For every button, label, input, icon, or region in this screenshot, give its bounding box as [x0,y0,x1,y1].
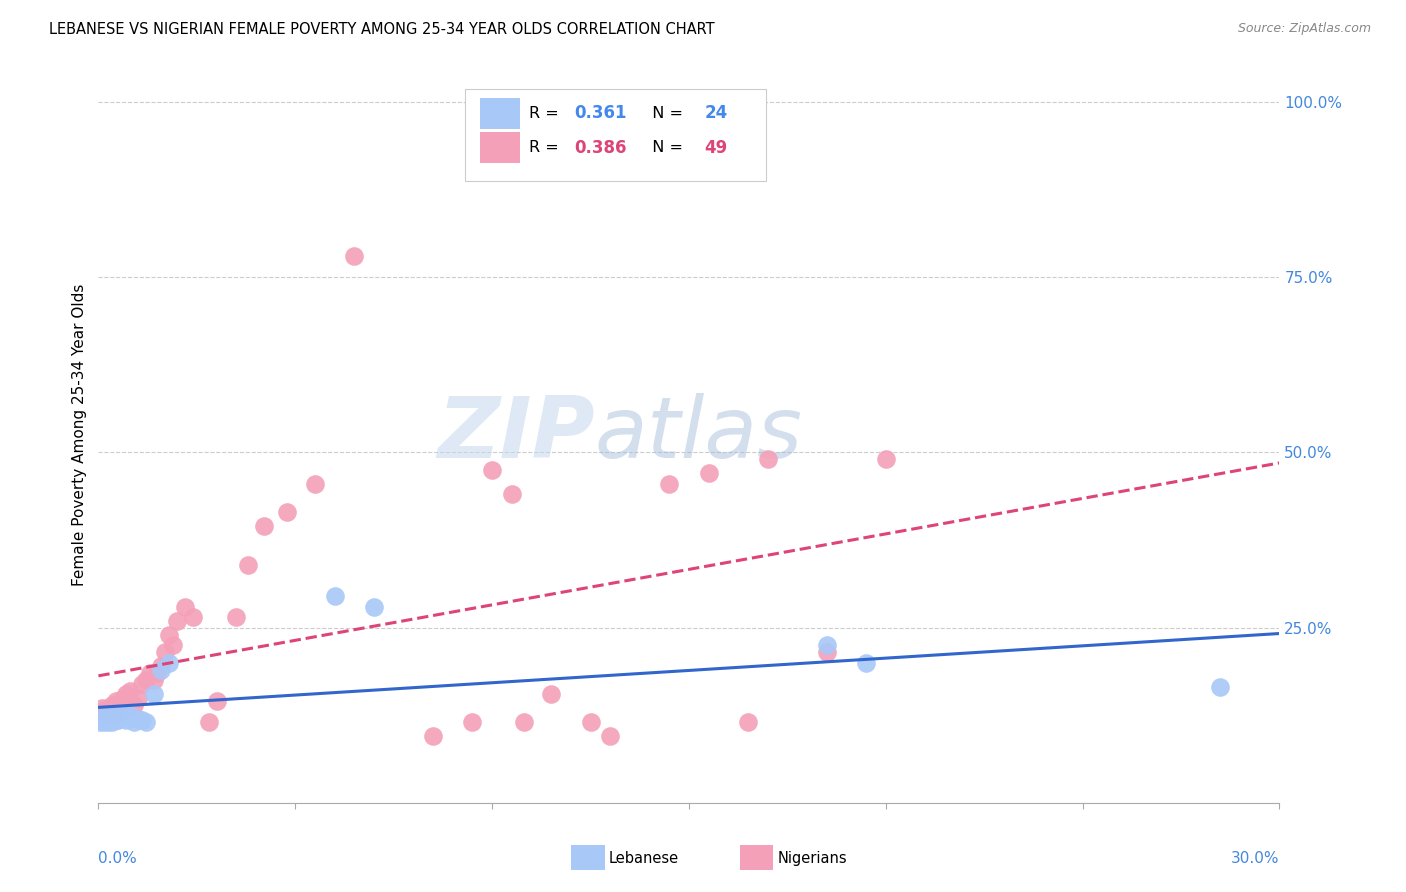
Point [107,713,129,727]
Text: LEBANESE VS NIGERIAN FEMALE POVERTY AMONG 25-34 YEAR OLDS CORRELATION CHART: LEBANESE VS NIGERIAN FEMALE POVERTY AMON… [49,22,714,37]
Text: Lebanese: Lebanese [609,851,679,865]
Point [150,659,173,673]
Point [157,627,180,641]
Point [115,713,138,727]
Point [253,519,276,533]
Point [135,673,157,688]
Text: N =: N = [641,140,688,155]
Point [103,705,125,719]
Text: R =: R = [530,140,564,155]
Point [111,708,134,723]
Text: ZIP: ZIP [437,393,595,476]
Point [150,663,173,677]
Point [855,656,877,670]
Point [97,701,120,715]
FancyBboxPatch shape [479,132,520,163]
Point [197,715,219,730]
Point [162,638,184,652]
Point [501,487,523,501]
Point [512,715,534,730]
Point [101,715,124,730]
Point [815,638,838,652]
Point [205,694,228,708]
FancyBboxPatch shape [464,89,766,181]
Point [118,708,141,723]
Point [107,705,129,719]
Point [122,698,145,712]
Point [105,694,128,708]
Point [127,690,149,705]
Point [363,599,385,614]
Point [131,713,153,727]
Point [540,687,562,701]
Point [146,666,169,681]
Point [98,708,121,723]
Point [599,729,621,743]
Point [276,505,298,519]
Point [1209,680,1232,694]
FancyBboxPatch shape [479,98,520,128]
Point [122,715,145,730]
Text: atlas: atlas [595,393,803,476]
Y-axis label: Female Poverty Among 25-34 Year Olds: Female Poverty Among 25-34 Year Olds [72,284,87,586]
Point [815,645,838,659]
Point [131,676,153,690]
Point [115,687,138,701]
Point [461,715,484,730]
Point [138,666,160,681]
Point [127,712,149,726]
Point [166,614,188,628]
Point [118,683,141,698]
Point [111,692,134,706]
Point [323,589,346,603]
Text: 30.0%: 30.0% [1232,851,1279,865]
Point [135,715,157,730]
Text: 0.0%: 0.0% [98,851,138,865]
Point [875,452,897,467]
Point [89,715,111,730]
Point [96,708,118,723]
Point [304,476,326,491]
Point [93,706,115,720]
Text: 0.361: 0.361 [575,104,627,122]
Point [157,656,180,670]
Text: 49: 49 [704,139,727,157]
Point [142,673,165,688]
Point [155,645,177,659]
Point [236,558,259,572]
Point [101,698,124,712]
Point [343,249,366,263]
Text: N =: N = [641,106,688,120]
Text: Nigerians: Nigerians [778,851,848,865]
Point [225,610,247,624]
Point [93,715,115,730]
Point [142,687,165,701]
Point [658,476,681,491]
Point [481,463,503,477]
Text: Source: ZipAtlas.com: Source: ZipAtlas.com [1237,22,1371,36]
Point [91,712,114,726]
Point [697,467,720,481]
Text: R =: R = [530,106,564,120]
Point [422,729,444,743]
Point [103,708,125,723]
Point [756,452,779,467]
Point [737,715,759,730]
Point [105,713,128,727]
Point [97,715,120,730]
Point [89,705,111,719]
Text: 0.386: 0.386 [575,139,627,157]
Point [96,705,118,719]
Point [98,712,121,726]
Point [181,610,204,624]
Point [579,715,602,730]
Text: 24: 24 [704,104,727,122]
Point [91,701,114,715]
Point [174,599,197,614]
